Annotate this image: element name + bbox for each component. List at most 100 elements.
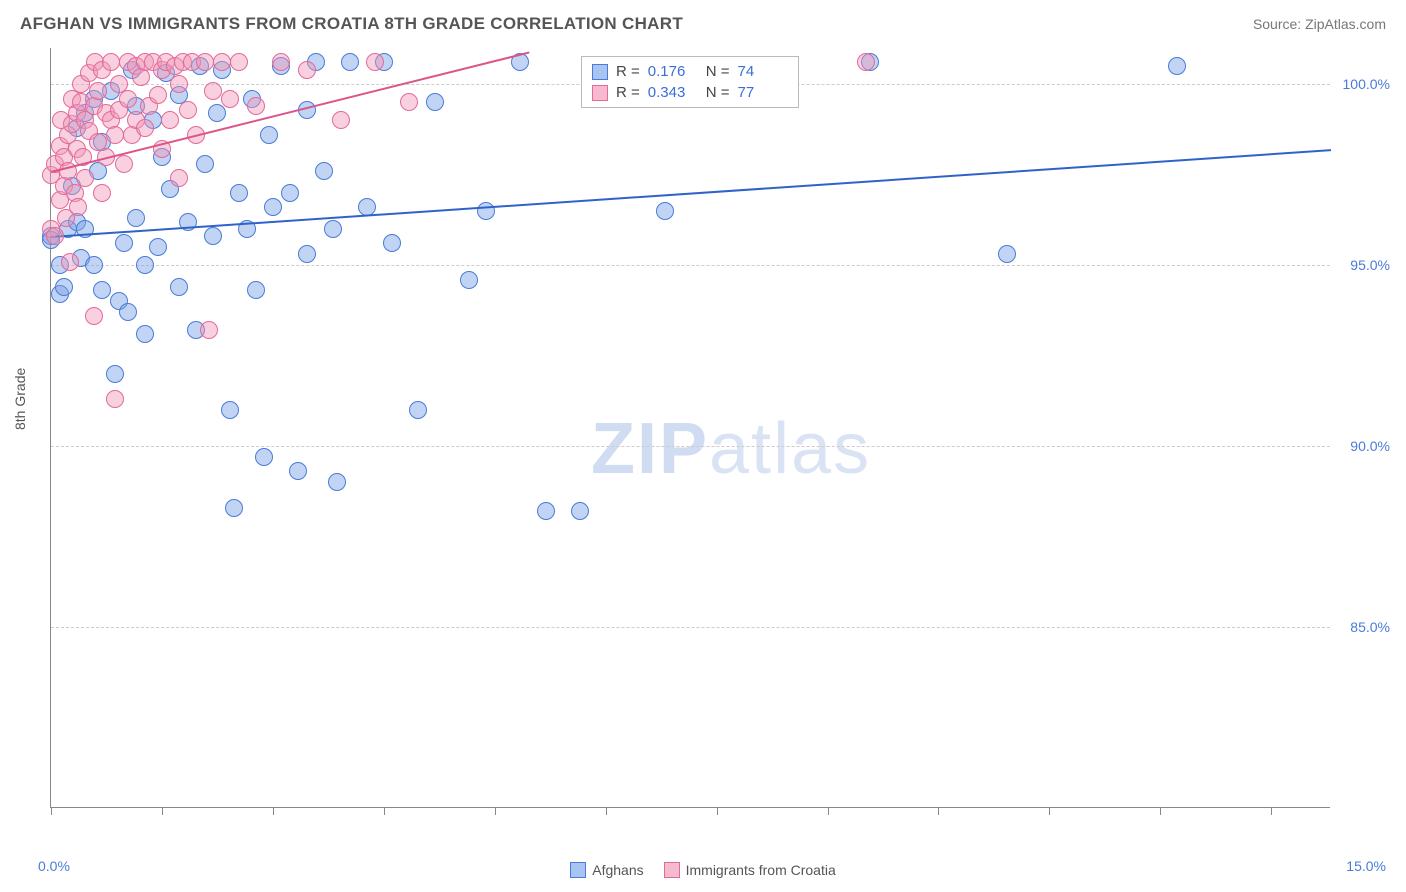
data-point [328,473,346,491]
x-tick [51,807,52,815]
correlation-row: R =0.176N =74 [592,61,788,82]
data-point [247,281,265,299]
data-point [998,245,1016,263]
data-point [221,90,239,108]
data-point [55,278,73,296]
data-point [115,155,133,173]
r-value: 0.343 [648,84,698,101]
data-point [857,53,875,71]
legend-label: Immigrants from Croatia [686,862,836,878]
data-point [281,184,299,202]
data-point [93,184,111,202]
data-point [298,61,316,79]
bottom-legend: Afghans Immigrants from Croatia [0,862,1406,878]
data-point [170,169,188,187]
y-tick-label: 100.0% [1335,76,1390,92]
x-tick [828,807,829,815]
data-point [106,126,124,144]
data-point [89,82,107,100]
legend-swatch [570,862,586,878]
data-point [204,227,222,245]
legend-swatch [592,85,608,101]
data-point [85,256,103,274]
data-point [69,198,87,216]
data-point [426,93,444,111]
watermark: ZIPatlas [591,408,871,490]
data-point [196,155,214,173]
x-tick [1271,807,1272,815]
chart-title: AFGHAN VS IMMIGRANTS FROM CROATIA 8TH GR… [20,14,683,34]
y-tick-label: 95.0% [1335,257,1390,273]
data-point [221,401,239,419]
data-point [161,111,179,129]
data-point [46,227,64,245]
data-point [400,93,418,111]
data-point [149,86,167,104]
data-point [315,162,333,180]
n-value: 77 [738,84,788,101]
data-point [85,307,103,325]
legend-swatch [664,862,680,878]
n-label: N = [706,84,730,101]
data-point [571,502,589,520]
data-point [136,325,154,343]
x-tick [606,807,607,815]
data-point [1168,57,1186,75]
n-label: N = [706,63,730,80]
data-point [230,53,248,71]
y-tick-label: 90.0% [1335,438,1390,454]
data-point [76,169,94,187]
data-point [149,238,167,256]
x-tick [495,807,496,815]
data-point [324,220,342,238]
data-point [289,462,307,480]
r-label: R = [616,63,640,80]
data-point [179,101,197,119]
data-point [115,234,133,252]
data-point [127,209,145,227]
source-label: Source: ZipAtlas.com [1253,16,1386,32]
data-point [332,111,350,129]
gridline-h [51,446,1330,447]
data-point [260,126,278,144]
data-point [119,303,137,321]
data-point [230,184,248,202]
data-point [341,53,359,71]
y-axis-label: 8th Grade [12,368,28,430]
legend-item: Afghans [570,862,643,878]
legend-swatch [592,64,608,80]
legend-item: Immigrants from Croatia [664,862,836,878]
data-point [272,53,290,71]
data-point [204,82,222,100]
data-point [136,119,154,137]
data-point [208,104,226,122]
data-point [460,271,478,289]
data-point [213,53,231,71]
data-point [136,256,154,274]
data-point [264,198,282,216]
data-point [298,245,316,263]
data-point [366,53,384,71]
x-tick [717,807,718,815]
gridline-h [51,627,1330,628]
data-point [255,448,273,466]
data-point [200,321,218,339]
n-value: 74 [738,63,788,80]
data-point [170,278,188,296]
data-point [383,234,401,252]
gridline-h [51,265,1330,266]
plot-area: ZIPatlas 100.0%95.0%90.0%85.0%R =0.176N … [50,48,1330,808]
x-tick [384,807,385,815]
data-point [106,390,124,408]
correlation-legend: R =0.176N =74R =0.343N =77 [581,56,799,108]
r-label: R = [616,84,640,101]
x-tick [273,807,274,815]
data-point [537,502,555,520]
x-tick [1160,807,1161,815]
correlation-row: R = 0.343 N = 77 [592,82,788,103]
data-point [477,202,495,220]
data-point [61,253,79,271]
x-tick [162,807,163,815]
x-tick [1049,807,1050,815]
data-point [225,499,243,517]
